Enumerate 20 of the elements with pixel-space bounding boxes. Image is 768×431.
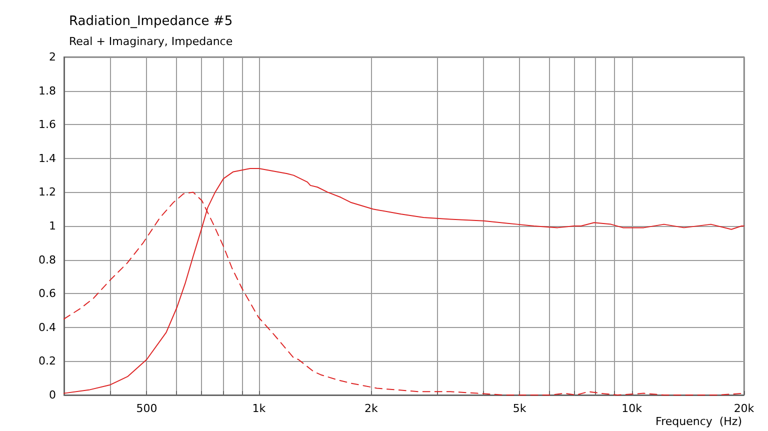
x-tick-label: 10k [622,402,643,415]
x-tick-label: 2k [364,402,378,415]
y-tick-label: 2 [49,50,56,64]
x-tick-label: 1k [252,402,266,415]
x-axis-title: Frequency (Hz) [656,415,742,428]
chart-subtitle: Real + Imaginary, Impedance [69,35,233,48]
y-tick-label: 0 [49,388,56,402]
y-tick-label: 0.4 [38,320,56,334]
x-tick-label: 5k [512,402,527,415]
y-tick-label: 0.8 [38,253,56,266]
chart-title: Radiation_Impedance #5 [69,14,233,29]
y-tick-label: 1.4 [38,152,56,165]
y-tick-label: 0.2 [38,354,56,368]
y-tick-label: 1 [49,220,56,232]
x-tick-label: 500 [136,402,158,415]
y-tick-label: 1.8 [38,84,56,98]
y-tick-label: 0.6 [38,287,56,300]
y-tick-label: 1.2 [38,186,56,199]
y-tick-label: 1.6 [38,118,56,132]
x-tick-label: 20k [734,402,755,415]
